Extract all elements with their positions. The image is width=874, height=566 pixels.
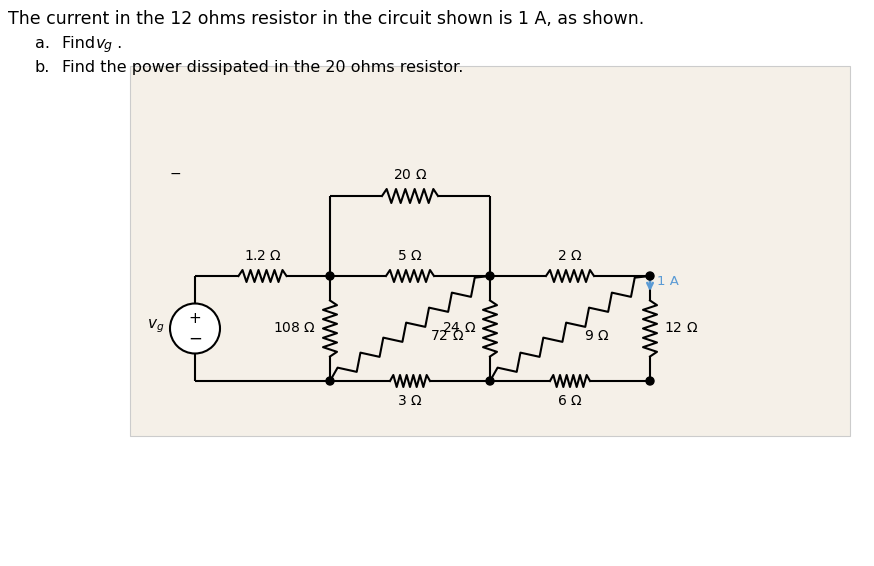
Text: 5 $\Omega$: 5 $\Omega$: [398, 249, 423, 263]
Text: −: −: [170, 167, 181, 181]
Text: v: v: [96, 36, 106, 51]
Text: a.: a.: [35, 36, 50, 51]
Text: 3 $\Omega$: 3 $\Omega$: [398, 394, 423, 408]
Text: +: +: [189, 311, 201, 326]
Circle shape: [486, 272, 494, 280]
Text: 2 $\Omega$: 2 $\Omega$: [558, 249, 583, 263]
Text: 72 $\Omega$: 72 $\Omega$: [430, 329, 464, 344]
Circle shape: [170, 303, 220, 354]
Circle shape: [486, 377, 494, 385]
Text: 12 $\Omega$: 12 $\Omega$: [664, 321, 698, 336]
Circle shape: [646, 272, 654, 280]
Text: $v_g$: $v_g$: [147, 318, 164, 335]
Text: 108 $\Omega$: 108 $\Omega$: [273, 321, 316, 336]
Text: 20 $\Omega$: 20 $\Omega$: [393, 168, 427, 182]
Text: −: −: [188, 329, 202, 348]
Text: 9 $\Omega$: 9 $\Omega$: [584, 329, 609, 344]
Text: 24 $\Omega$: 24 $\Omega$: [442, 321, 476, 336]
Text: b.: b.: [35, 60, 51, 75]
Text: The current in the 12 ohms resistor in the circuit shown is 1 A, as shown.: The current in the 12 ohms resistor in t…: [8, 10, 644, 28]
Text: Find the power dissipated in the 20 ohms resistor.: Find the power dissipated in the 20 ohms…: [62, 60, 463, 75]
Text: .: .: [112, 36, 122, 51]
Text: Find: Find: [62, 36, 101, 51]
Circle shape: [326, 272, 334, 280]
Circle shape: [646, 377, 654, 385]
FancyBboxPatch shape: [130, 66, 850, 436]
Text: 6 $\Omega$: 6 $\Omega$: [558, 394, 583, 408]
Text: g: g: [104, 39, 112, 52]
Circle shape: [326, 377, 334, 385]
Text: 1 A: 1 A: [657, 275, 679, 288]
Text: 1.2 $\Omega$: 1.2 $\Omega$: [244, 249, 281, 263]
